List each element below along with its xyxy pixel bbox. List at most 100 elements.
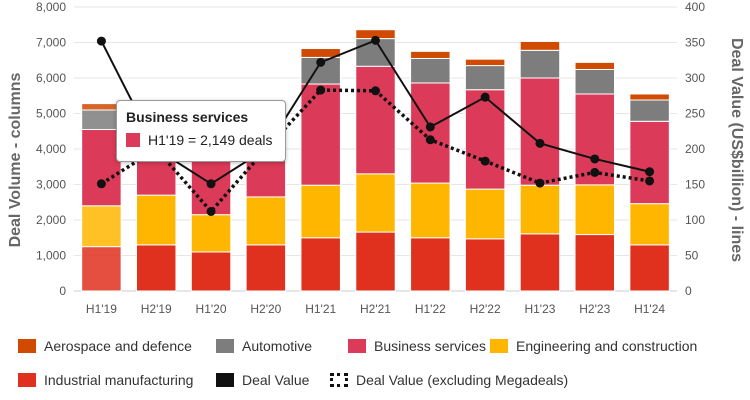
legend-business-services[interactable]: Business services <box>348 338 486 354</box>
legend-engineering-swatch <box>490 339 508 353</box>
y-right-tick-label: 300 <box>685 71 705 85</box>
bar-segment[interactable] <box>574 61 616 70</box>
deal-value-excl-point[interactable] <box>96 179 106 189</box>
bar-segment[interactable] <box>464 188 506 240</box>
bar-segment[interactable] <box>410 82 451 184</box>
legend-engineering[interactable]: Engineering and construction <box>490 338 697 354</box>
y-left-tick-label: 3,000 <box>36 178 66 192</box>
y-right-tick-label: 50 <box>685 249 699 263</box>
x-tick-label: H2'23 <box>579 302 610 316</box>
bar-segment[interactable] <box>519 49 561 79</box>
bar-segment[interactable] <box>629 120 670 205</box>
bar-segment[interactable] <box>355 231 396 292</box>
deal-value-point[interactable] <box>206 179 216 189</box>
y-left-tick-label: 8,000 <box>36 0 66 14</box>
x-tick-label: H1'21 <box>305 302 336 316</box>
bar-segment[interactable] <box>81 205 122 248</box>
bar-stacks[interactable] <box>81 29 670 292</box>
deal-value-excl-point[interactable] <box>316 85 326 95</box>
bar-segment[interactable] <box>81 129 122 207</box>
legend-deal-value-excl[interactable]: Deal Value (excluding Megadeals) <box>330 372 568 388</box>
bar-segment[interactable] <box>464 58 506 67</box>
bar-segment[interactable] <box>519 184 561 235</box>
legend-aerospace[interactable]: Aerospace and defence <box>18 338 192 354</box>
y-left-tick-label: 5,000 <box>36 107 66 121</box>
deal-value-point[interactable] <box>535 138 545 148</box>
bar-segment[interactable] <box>190 214 232 253</box>
bar-segment[interactable] <box>300 184 341 239</box>
y-right-tick-label: 200 <box>685 142 705 156</box>
deal-value-excl-point[interactable] <box>425 135 435 145</box>
deal-value-point[interactable] <box>645 167 655 177</box>
legend-business-services-label: Business services <box>374 338 487 354</box>
y-right-tick-label: 350 <box>685 36 705 50</box>
y-right-tick-label: 0 <box>685 284 692 298</box>
legend-business-services-swatch <box>348 339 366 353</box>
deal-value-excl-point[interactable] <box>480 156 490 166</box>
deal-value-excl-point[interactable] <box>645 176 655 186</box>
deal-value-point[interactable] <box>425 122 435 132</box>
bar-segment[interactable] <box>519 40 561 51</box>
y-right-tick-label: 250 <box>685 107 705 121</box>
bar-segment[interactable] <box>410 182 451 239</box>
bar-segment[interactable] <box>245 196 287 246</box>
deal-value-point[interactable] <box>371 35 380 45</box>
bar-segment[interactable] <box>135 244 177 292</box>
legend-deal-value[interactable]: Deal Value <box>216 372 309 388</box>
bar-segment[interactable] <box>464 65 506 91</box>
bar-segment[interactable] <box>629 93 670 101</box>
tooltip: Business services H1'19 = 2,149 deals <box>116 100 286 162</box>
bar-segment[interactable] <box>135 194 177 246</box>
bar-segment[interactable] <box>464 238 506 292</box>
bar-segment[interactable] <box>574 234 616 292</box>
bar-segment[interactable] <box>81 246 122 292</box>
x-tick-label: H1'23 <box>524 302 555 316</box>
y-right-tick-label: 150 <box>685 178 705 192</box>
y-left-tick-label: 6,000 <box>36 71 66 85</box>
bar-segment[interactable] <box>355 65 396 175</box>
deal-value-point[interactable] <box>590 154 600 164</box>
legend-deal-value-excl-label: Deal Value (excluding Megadeals) <box>356 372 569 388</box>
y-left-tick-label: 2,000 <box>36 213 66 227</box>
value-lines[interactable] <box>96 35 655 216</box>
legend-industrial[interactable]: Industrial manufacturing <box>18 372 193 388</box>
bar-segment[interactable] <box>410 237 451 292</box>
bar-segment[interactable] <box>300 237 341 292</box>
x-tick-label: H1'24 <box>634 302 665 316</box>
deal-value-point[interactable] <box>96 36 106 46</box>
bar-segment[interactable] <box>190 251 232 292</box>
legend-deal-value-label: Deal Value <box>242 372 310 388</box>
legend-aerospace-swatch <box>18 339 36 353</box>
deal-value-excl-point[interactable] <box>590 167 600 177</box>
bar-segment[interactable] <box>629 99 670 122</box>
bar-segment[interactable] <box>300 48 341 58</box>
legend-automotive[interactable]: Automotive <box>216 338 312 354</box>
legend-automotive-swatch <box>216 339 234 353</box>
y-left-tick-label: 1,000 <box>36 249 66 263</box>
y-left-tick-label: 0 <box>59 284 66 298</box>
deal-value-excl-point[interactable] <box>206 206 216 216</box>
bar-segment[interactable] <box>355 173 396 233</box>
x-tick-label: H1'20 <box>196 302 227 316</box>
deal-value-excl-point[interactable] <box>535 178 545 188</box>
legend-industrial-label: Industrial manufacturing <box>44 372 194 388</box>
bar-segment[interactable] <box>245 244 287 292</box>
deal-value-point[interactable] <box>480 92 490 102</box>
bar-segment[interactable] <box>629 203 670 246</box>
bar-segment[interactable] <box>574 68 616 95</box>
legend-engineering-label: Engineering and construction <box>516 338 698 354</box>
legend-automotive-label: Automotive <box>242 338 313 354</box>
deal-value-point[interactable] <box>316 57 326 67</box>
bar-segment[interactable] <box>410 50 451 59</box>
bar-segment[interactable] <box>629 244 670 292</box>
bar-segment[interactable] <box>519 233 561 292</box>
tooltip-title: Business services <box>126 109 249 125</box>
y-left-tick-label: 7,000 <box>36 36 66 50</box>
bar-segment[interactable] <box>574 184 616 236</box>
y-axis-left: 0 1,000 2,000 3,000 4,000 5,000 6,000 7,000 8,00… <box>36 0 66 298</box>
deal-value-excl-point[interactable] <box>371 86 380 96</box>
legend-deal-value-swatch <box>216 373 234 387</box>
bar-segment[interactable] <box>464 89 506 190</box>
bar-segment[interactable] <box>410 57 451 84</box>
bar-segment[interactable] <box>300 83 341 186</box>
